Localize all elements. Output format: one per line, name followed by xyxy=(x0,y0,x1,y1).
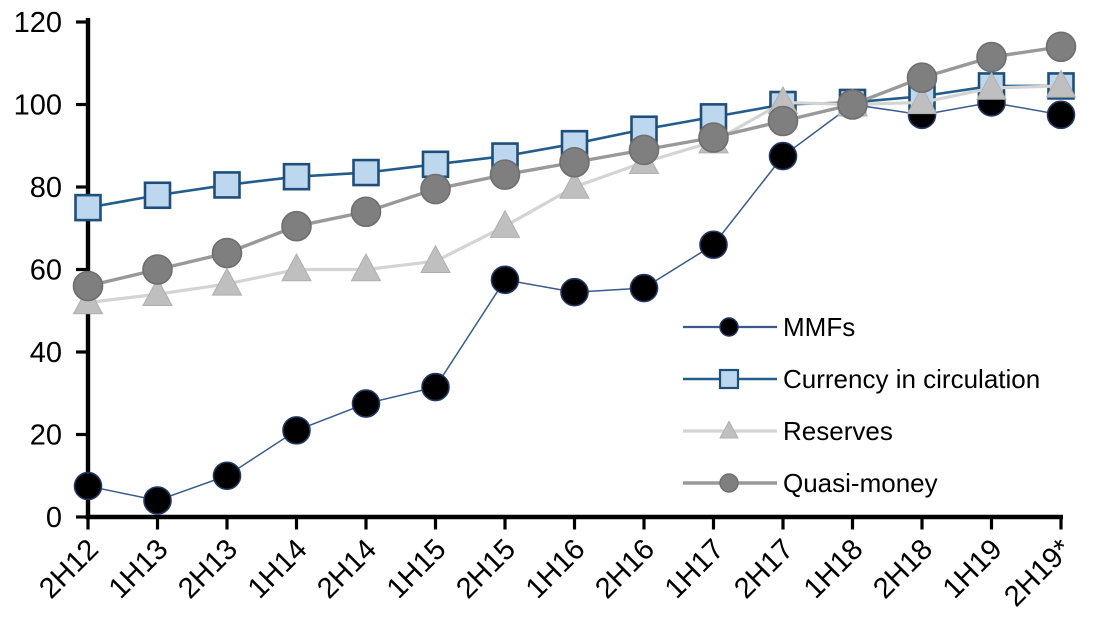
data-point-marker xyxy=(72,270,104,302)
data-point-marker xyxy=(352,158,380,187)
data-point-marker xyxy=(142,254,173,285)
data-point-marker xyxy=(421,372,450,402)
data-point-marker xyxy=(421,150,450,179)
data-point-marker xyxy=(281,210,312,242)
data-point-marker xyxy=(718,368,740,390)
y-tick-label: 0 xyxy=(46,502,62,534)
data-point-marker xyxy=(698,122,729,153)
data-point-marker xyxy=(559,170,590,199)
data-point-marker xyxy=(73,471,103,501)
data-point-marker xyxy=(74,193,102,222)
data-point-marker xyxy=(143,486,172,515)
legend-item-quasi-money: Quasi-money xyxy=(683,468,938,498)
data-point-marker xyxy=(629,273,659,303)
x-tick-label: 2H16 xyxy=(589,533,661,605)
data-point-marker xyxy=(767,105,799,137)
y-tick-label: 120 xyxy=(14,7,62,39)
data-point-marker xyxy=(559,146,590,178)
data-point-marker xyxy=(837,89,868,120)
data-point-marker xyxy=(420,173,451,205)
data-point-marker xyxy=(489,159,521,190)
legend-item-mmfs: MMFs xyxy=(683,312,855,342)
data-point-marker xyxy=(282,162,311,191)
data-point-marker xyxy=(1045,31,1077,63)
data-point-marker xyxy=(906,85,938,115)
y-tick-label: 40 xyxy=(30,337,62,369)
data-point-marker xyxy=(1046,100,1076,130)
data-point-marker xyxy=(420,244,451,273)
data-point-marker xyxy=(719,473,739,493)
x-tick-label: 1H15 xyxy=(381,533,453,605)
data-point-marker xyxy=(282,416,311,445)
series-quasi-money xyxy=(72,31,1077,302)
x-tick-label: 2H17 xyxy=(728,533,800,605)
data-point-marker xyxy=(906,62,938,93)
data-point-marker xyxy=(213,171,241,199)
data-point-marker xyxy=(976,41,1007,73)
x-tick-label: 1H19 xyxy=(937,533,1009,605)
x-tick-label: 1H18 xyxy=(798,533,870,605)
data-point-marker xyxy=(560,277,589,307)
data-point-marker xyxy=(211,237,243,269)
x-tick-label: 1H13 xyxy=(103,533,175,605)
x-tick-label: 2H19* xyxy=(998,533,1078,613)
data-point-marker xyxy=(281,252,312,282)
y-tick-label: 80 xyxy=(30,172,62,204)
x-tick-label: 1H17 xyxy=(659,533,731,605)
data-point-marker xyxy=(699,230,728,260)
data-point-marker xyxy=(143,181,172,210)
x-tick-label: 2H18 xyxy=(867,533,939,605)
data-point-marker xyxy=(211,267,243,296)
data-point-marker xyxy=(351,389,381,418)
data-point-marker xyxy=(212,461,242,491)
legend-label: Reserves xyxy=(783,416,893,446)
data-point-marker xyxy=(628,134,660,166)
data-point-marker xyxy=(490,265,520,295)
legend-label: Currency in circulation xyxy=(783,364,1040,394)
x-tick-label: 1H14 xyxy=(242,533,314,605)
legend: MMFs Currency in circulation Reserves Quasi… xyxy=(683,312,1040,498)
data-point-marker xyxy=(489,209,521,238)
legend-label: MMFs xyxy=(783,312,855,342)
legend-label: Quasi-money xyxy=(783,468,938,498)
x-tick-label: 2H15 xyxy=(450,533,522,605)
data-point-marker xyxy=(719,420,739,439)
y-tick-label: 100 xyxy=(14,90,62,122)
x-tick-label: 1H16 xyxy=(520,533,592,605)
y-tick-label: 60 xyxy=(30,255,62,287)
data-point-marker xyxy=(350,196,382,228)
x-tick-label: 2H13 xyxy=(172,533,244,605)
data-point-marker xyxy=(719,317,739,337)
legend-item-currency-in-circulation: Currency in circulation xyxy=(683,364,1040,394)
data-point-marker xyxy=(976,71,1007,100)
data-point-marker xyxy=(350,252,382,282)
x-tick-label: 2H14 xyxy=(311,533,383,605)
y-tick-label: 20 xyxy=(30,420,62,452)
data-point-marker xyxy=(768,141,798,171)
data-point-marker xyxy=(1045,69,1077,98)
data-point-marker xyxy=(142,277,173,306)
legend-item-reserves: Reserves xyxy=(683,416,893,446)
x-tick-label: 2H12 xyxy=(33,533,105,605)
